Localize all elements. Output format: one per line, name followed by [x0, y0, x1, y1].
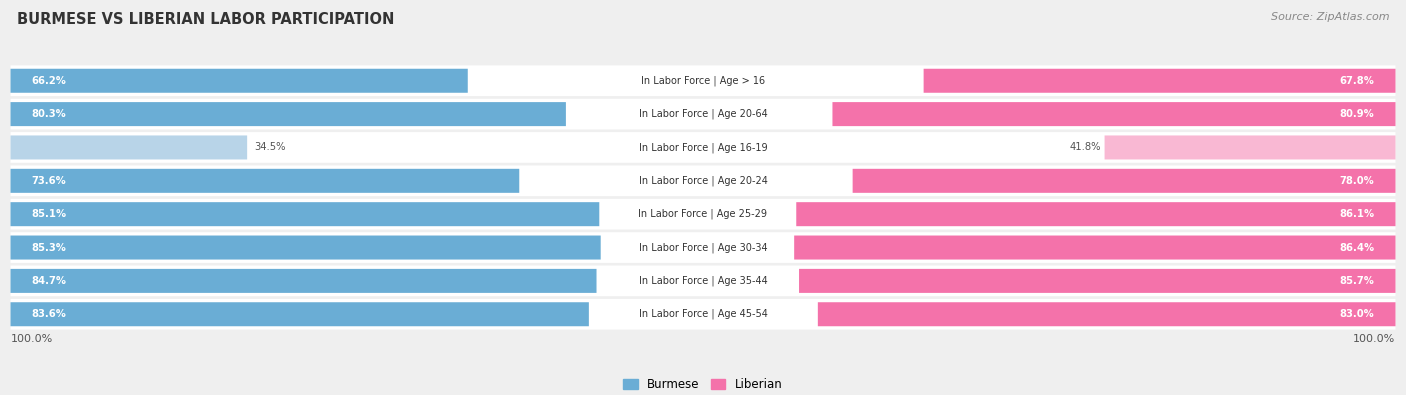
Text: 80.3%: 80.3% [31, 109, 66, 119]
FancyBboxPatch shape [924, 69, 1396, 93]
FancyBboxPatch shape [10, 299, 1396, 329]
FancyBboxPatch shape [818, 302, 1396, 326]
Legend: Burmese, Liberian: Burmese, Liberian [619, 373, 787, 395]
FancyBboxPatch shape [10, 99, 1396, 130]
Text: 34.5%: 34.5% [254, 143, 285, 152]
Text: In Labor Force | Age 30-34: In Labor Force | Age 30-34 [638, 242, 768, 253]
Text: 85.7%: 85.7% [1340, 276, 1375, 286]
Text: 78.0%: 78.0% [1340, 176, 1375, 186]
Text: 66.2%: 66.2% [31, 76, 66, 86]
FancyBboxPatch shape [10, 232, 1396, 263]
Text: 85.1%: 85.1% [31, 209, 66, 219]
Text: 67.8%: 67.8% [1340, 76, 1375, 86]
FancyBboxPatch shape [10, 302, 589, 326]
FancyBboxPatch shape [10, 199, 1396, 229]
Text: In Labor Force | Age 20-24: In Labor Force | Age 20-24 [638, 175, 768, 186]
Text: 84.7%: 84.7% [31, 276, 66, 286]
FancyBboxPatch shape [832, 102, 1396, 126]
Text: In Labor Force | Age 20-64: In Labor Force | Age 20-64 [638, 109, 768, 119]
Text: 86.1%: 86.1% [1340, 209, 1375, 219]
Text: Source: ZipAtlas.com: Source: ZipAtlas.com [1271, 12, 1389, 22]
FancyBboxPatch shape [10, 202, 599, 226]
FancyBboxPatch shape [10, 135, 247, 160]
Text: 100.0%: 100.0% [1353, 334, 1396, 344]
FancyBboxPatch shape [10, 269, 596, 293]
Text: 85.3%: 85.3% [31, 243, 66, 252]
FancyBboxPatch shape [1105, 135, 1396, 160]
Text: In Labor Force | Age 25-29: In Labor Force | Age 25-29 [638, 209, 768, 220]
FancyBboxPatch shape [10, 265, 1396, 296]
Text: In Labor Force | Age > 16: In Labor Force | Age > 16 [641, 75, 765, 86]
FancyBboxPatch shape [10, 166, 1396, 196]
Text: 86.4%: 86.4% [1340, 243, 1375, 252]
FancyBboxPatch shape [10, 102, 565, 126]
FancyBboxPatch shape [10, 235, 600, 260]
Text: In Labor Force | Age 35-44: In Labor Force | Age 35-44 [638, 276, 768, 286]
Text: 80.9%: 80.9% [1340, 109, 1375, 119]
Text: BURMESE VS LIBERIAN LABOR PARTICIPATION: BURMESE VS LIBERIAN LABOR PARTICIPATION [17, 12, 394, 27]
Text: In Labor Force | Age 45-54: In Labor Force | Age 45-54 [638, 309, 768, 320]
Text: 83.0%: 83.0% [1340, 309, 1375, 319]
FancyBboxPatch shape [10, 132, 1396, 163]
FancyBboxPatch shape [10, 66, 1396, 96]
Text: 83.6%: 83.6% [31, 309, 66, 319]
Text: In Labor Force | Age 16-19: In Labor Force | Age 16-19 [638, 142, 768, 153]
FancyBboxPatch shape [796, 202, 1396, 226]
Text: 41.8%: 41.8% [1070, 143, 1101, 152]
Text: 100.0%: 100.0% [10, 334, 53, 344]
FancyBboxPatch shape [799, 269, 1396, 293]
FancyBboxPatch shape [794, 235, 1396, 260]
FancyBboxPatch shape [10, 69, 468, 93]
FancyBboxPatch shape [852, 169, 1396, 193]
FancyBboxPatch shape [10, 169, 519, 193]
Text: 73.6%: 73.6% [31, 176, 66, 186]
